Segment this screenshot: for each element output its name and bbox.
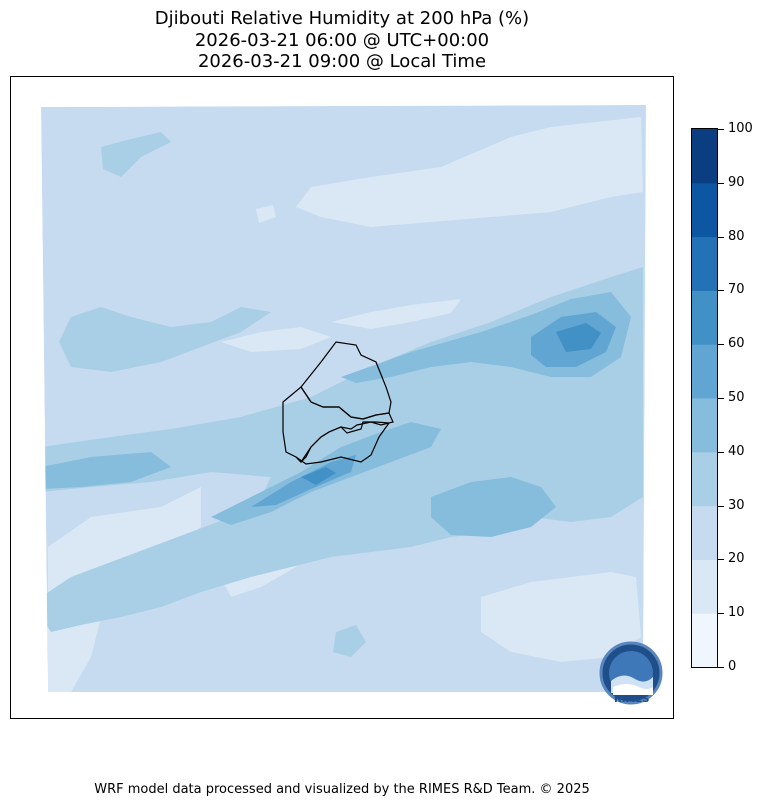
- rh-area-10-20: [331, 299, 461, 329]
- colorbar-tick-label: 90: [728, 174, 745, 190]
- colorbar-tick-label: 100: [728, 121, 753, 136]
- colorbar: [691, 128, 718, 668]
- colorbar-tick-mark: [718, 182, 724, 184]
- rh-area-10-20: [221, 327, 331, 352]
- utc-time: 2026-03-21 06:00 @ UTC+00:00: [194, 30, 490, 51]
- colorbar-tick-label: 70: [728, 282, 745, 298]
- colorbar-tick-mark: [718, 559, 724, 561]
- colorbar-tick-label: 80: [728, 228, 745, 244]
- colorbar-swatch: [692, 129, 717, 184]
- colorbar-tick-label: 40: [728, 443, 745, 459]
- rh-area-10-20: [481, 572, 641, 662]
- colorbar-tick-label: 0: [728, 659, 737, 674]
- colorbar-swatch: [692, 182, 717, 238]
- colorbar-tick-label: 30: [728, 497, 745, 513]
- colorbar-tick-mark: [718, 129, 724, 130]
- colorbar-tick-mark: [718, 236, 724, 238]
- rh-area-10-20: [48, 487, 201, 692]
- footer-credit: WRF model data processed and visualized …: [94, 782, 590, 797]
- colorbar-tick-mark: [718, 398, 724, 399]
- country-border: [282, 341, 394, 465]
- colorbar-tick-mark: [718, 344, 724, 346]
- colorbar-swatch: [692, 559, 717, 614]
- rh-area-10-20: [256, 205, 276, 223]
- map-panel: RIMES: [10, 76, 674, 719]
- colorbar-tick-mark: [718, 505, 724, 507]
- rh-band-30-40: [59, 307, 271, 372]
- colorbar-tick-label: 10: [728, 605, 745, 621]
- map-title: Djibouti Relative Humidity at 200 hPa (%…: [154, 8, 530, 29]
- colorbar-swatch: [692, 613, 717, 668]
- rh-band-40-50: [431, 477, 556, 537]
- rh-band-40-50: [41, 452, 171, 489]
- rimes-logo: [599, 641, 663, 705]
- colorbar-swatch: [692, 398, 717, 453]
- rimes-logo-text: RIMES: [614, 694, 650, 705]
- rh-area-10-20: [296, 117, 643, 227]
- colorbar-tick-label: 50: [728, 390, 745, 405]
- colorbar-swatch: [692, 236, 717, 291]
- colorbar-swatches: [692, 129, 717, 668]
- rh-band-50-60: [251, 455, 356, 507]
- rh-band-30-40: [333, 625, 366, 657]
- rh-band-30-40: [101, 132, 171, 177]
- colorbar-swatch: [692, 451, 717, 507]
- colorbar-tick-mark: [718, 451, 724, 453]
- colorbar-tick-label: 60: [728, 336, 745, 352]
- humidity-contour-map: [11, 77, 673, 718]
- colorbar-tick-mark: [718, 667, 724, 668]
- colorbar-tick-label: 20: [728, 551, 745, 567]
- local-time: 2026-03-21 09:00 @ Local Time: [197, 51, 487, 72]
- rh-band-60-70: [556, 323, 601, 352]
- rh-band-60-70: [301, 467, 336, 485]
- colorbar-swatch: [692, 344, 717, 399]
- colorbar-tick-mark: [718, 290, 724, 292]
- colorbar-tick-mark: [718, 613, 724, 615]
- colorbar-swatch: [692, 290, 717, 345]
- colorbar-swatch: [692, 505, 717, 560]
